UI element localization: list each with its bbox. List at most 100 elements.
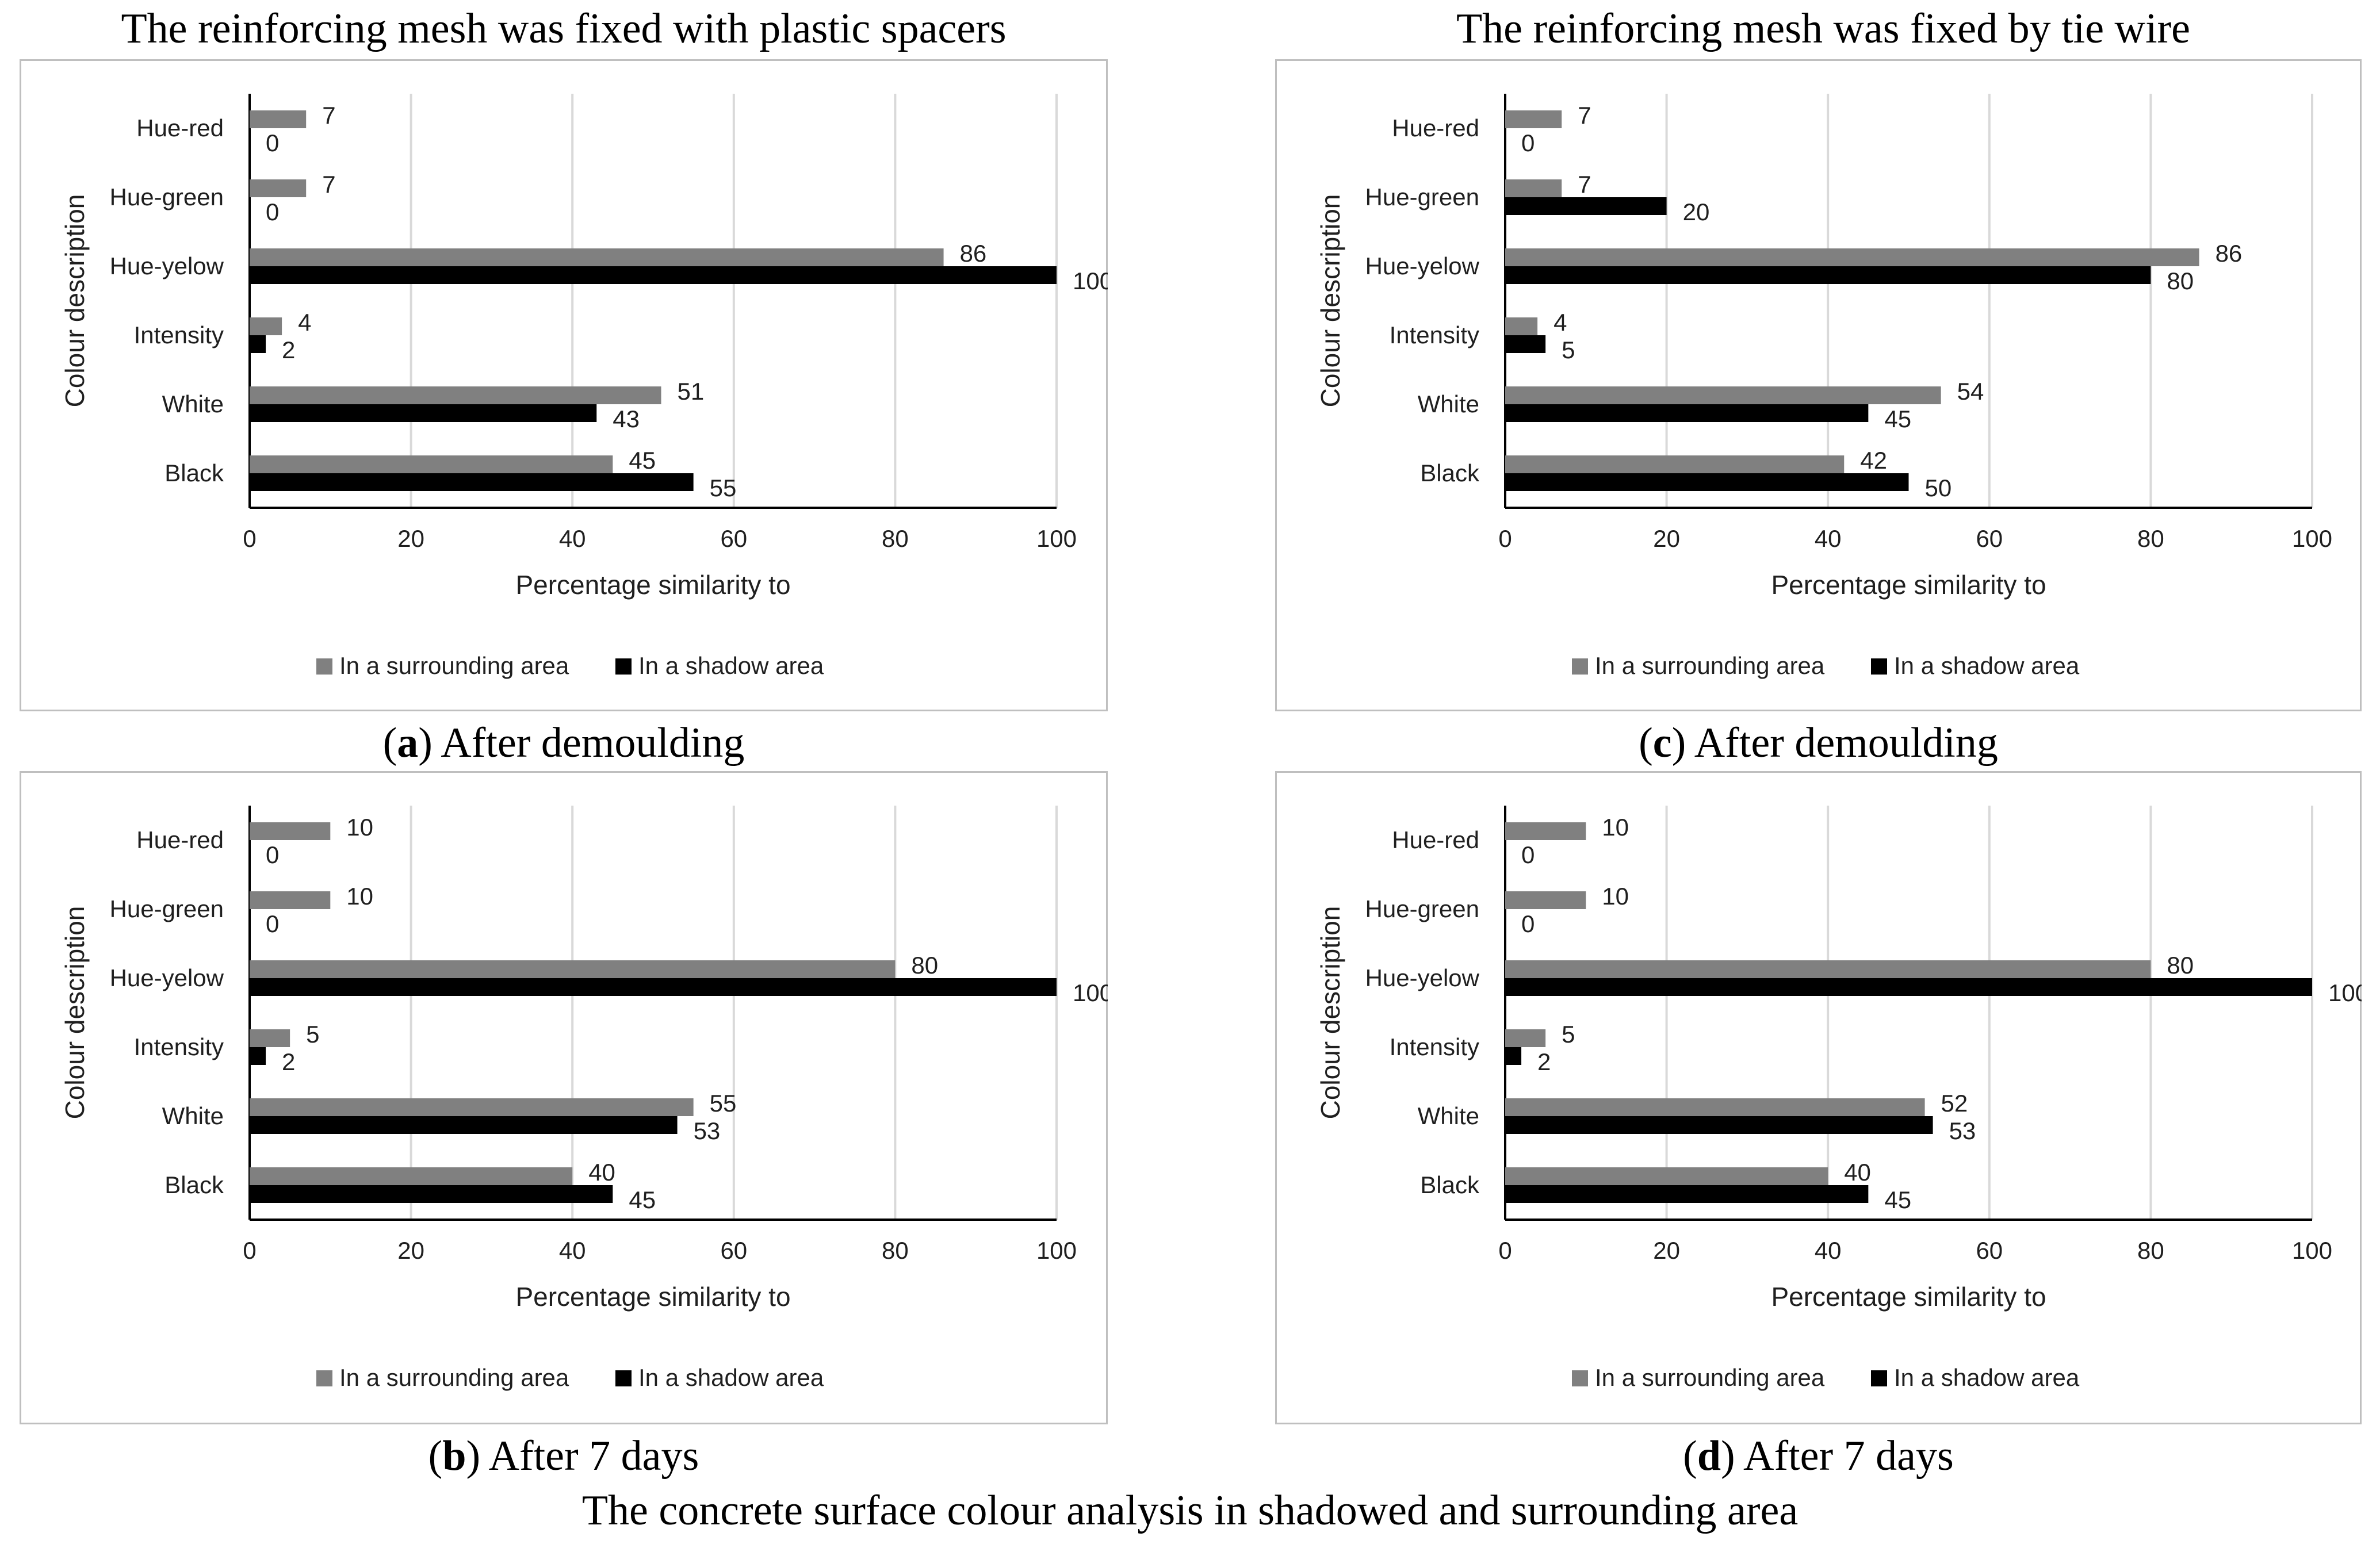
- x-tick-label: 20: [1653, 1237, 1680, 1264]
- data-label-shadow: 100: [1073, 979, 1108, 1006]
- x-tick-label: 60: [720, 525, 747, 552]
- bar-surrounding: [1505, 248, 2199, 266]
- bar-shadow: [250, 1185, 613, 1203]
- y-tick-label: Hue-green: [110, 895, 224, 922]
- y-tick-label: Hue-yelow: [1365, 964, 1480, 991]
- bar-surrounding: [250, 386, 661, 404]
- bar-surrounding: [1505, 1098, 1925, 1116]
- caption-b: (b) After 7 days: [428, 1432, 699, 1480]
- data-label-shadow: 20: [1683, 198, 1710, 225]
- figure-caption: The concrete surface colour analysis in …: [581, 1487, 1799, 1534]
- data-label-surrounding: 51: [678, 378, 705, 405]
- data-label-shadow: 5: [1562, 336, 1575, 363]
- bar-surrounding: [250, 317, 282, 335]
- y-tick-label: Hue-green: [1365, 895, 1479, 922]
- legend-label-shadow: In a shadow area: [638, 652, 824, 679]
- chart-frame: [20, 59, 1108, 711]
- chart-frame: [1275, 59, 2362, 711]
- legend-label-surrounding: In a surrounding area: [339, 652, 569, 679]
- legend-swatch-surrounding: [1572, 658, 1588, 675]
- data-label-surrounding: 7: [322, 102, 335, 129]
- x-tick-label: 0: [243, 1237, 256, 1264]
- bar-surrounding: [250, 110, 307, 128]
- bar-shadow: [1505, 1185, 1869, 1203]
- y-tick-label: Intensity: [134, 321, 224, 348]
- data-label-surrounding: 4: [298, 309, 311, 336]
- x-tick-label: 0: [1498, 525, 1512, 552]
- legend-label-surrounding: In a surrounding area: [339, 1364, 569, 1391]
- bar-surrounding: [250, 1029, 290, 1047]
- bar-surrounding: [1505, 110, 1562, 128]
- bar-surrounding: [1505, 386, 1941, 404]
- bar-shadow: [250, 1047, 266, 1065]
- data-label-shadow: 80: [2167, 267, 2194, 294]
- x-tick-label: 40: [559, 1237, 586, 1264]
- x-tick-label: 80: [882, 1237, 909, 1264]
- y-tick-label: Intensity: [1390, 321, 1479, 348]
- caption-c: (c) After demoulding: [1639, 719, 1998, 767]
- data-label-shadow: 45: [1884, 1186, 1911, 1213]
- data-label-surrounding: 4: [1553, 309, 1567, 336]
- data-label-surrounding: 45: [629, 447, 656, 474]
- data-label-surrounding: 10: [1602, 814, 1629, 841]
- bar-shadow: [1505, 1047, 1522, 1065]
- bar-surrounding: [1505, 960, 2151, 978]
- chart-frame: [20, 771, 1108, 1424]
- x-tick-label: 0: [1498, 1237, 1512, 1264]
- x-tick-label: 20: [397, 1237, 424, 1264]
- caption-b-letter: b: [442, 1432, 466, 1480]
- caption-c-letter: c: [1652, 719, 1672, 767]
- data-label-surrounding: 80: [911, 952, 938, 979]
- bar-surrounding: [250, 248, 944, 266]
- bar-shadow: [250, 473, 694, 491]
- legend-label-shadow: In a shadow area: [1894, 1364, 2080, 1391]
- legend-swatch-surrounding: [316, 1370, 332, 1386]
- y-tick-label: White: [1418, 390, 1479, 417]
- data-label-shadow: 50: [1925, 474, 1952, 501]
- legend-swatch-shadow: [1871, 1370, 1887, 1386]
- bar-surrounding: [1505, 822, 1586, 840]
- x-tick-label: 40: [1815, 1237, 1842, 1264]
- data-label-surrounding: 54: [1957, 378, 1984, 405]
- data-label-surrounding: 80: [2167, 952, 2194, 979]
- data-label-surrounding: 10: [346, 814, 373, 841]
- data-label-surrounding: 5: [306, 1021, 319, 1048]
- bar-shadow: [250, 978, 1057, 996]
- y-tick-label: Hue-green: [110, 183, 224, 210]
- legend-label-surrounding: In a surrounding area: [1595, 1364, 1825, 1391]
- data-label-surrounding: 7: [1578, 171, 1591, 198]
- data-label-surrounding: 86: [2216, 240, 2243, 267]
- bar-shadow: [1505, 978, 2312, 996]
- data-label-surrounding: 86: [960, 240, 987, 267]
- data-label-shadow: 55: [710, 474, 737, 501]
- x-axis-title: Percentage similarity to: [515, 570, 790, 600]
- x-tick-label: 60: [720, 1237, 747, 1264]
- x-tick-label: 40: [1815, 525, 1842, 552]
- caption-a-letter: a: [397, 719, 419, 767]
- data-label-shadow: 0: [1521, 129, 1535, 156]
- bar-shadow: [1505, 473, 1909, 491]
- bar-shadow: [250, 335, 266, 353]
- column-title-right: The reinforcing mesh was fixed by tie wi…: [1456, 5, 2191, 52]
- y-axis-title: Colour description: [1315, 194, 1345, 408]
- x-tick-label: 100: [2292, 1237, 2332, 1264]
- data-label-shadow: 0: [266, 841, 279, 868]
- data-label-shadow: 53: [694, 1117, 721, 1144]
- legend-swatch-surrounding: [1572, 1370, 1588, 1386]
- x-axis-title: Percentage similarity to: [1771, 1282, 2046, 1312]
- data-label-shadow: 2: [1537, 1048, 1551, 1075]
- y-axis-title: Colour description: [60, 906, 90, 1120]
- y-tick-label: Hue-red: [136, 114, 224, 141]
- bar-surrounding: [1505, 1167, 1828, 1185]
- data-label-surrounding: 10: [1602, 883, 1629, 910]
- data-label-surrounding: 42: [1860, 447, 1887, 474]
- y-tick-label: Hue-yelow: [1365, 252, 1480, 279]
- caption-b-text: ) After 7 days: [466, 1432, 699, 1480]
- data-label-surrounding: 52: [1941, 1090, 1968, 1117]
- bar-surrounding: [250, 179, 307, 197]
- data-label-shadow: 100: [1073, 267, 1108, 294]
- caption-d-text: ) After 7 days: [1720, 1432, 1954, 1480]
- y-tick-label: Black: [164, 459, 224, 486]
- bar-surrounding: [250, 822, 331, 840]
